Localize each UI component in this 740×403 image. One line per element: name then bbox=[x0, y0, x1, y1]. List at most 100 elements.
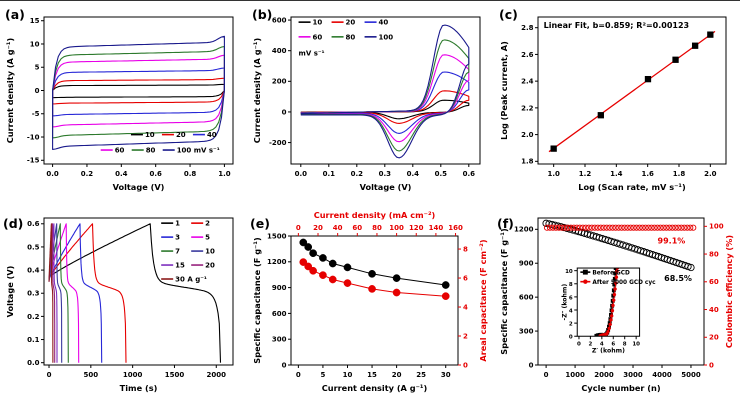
svg-text:Before GCD: Before GCD bbox=[592, 271, 630, 277]
svg-text:120: 120 bbox=[409, 224, 424, 232]
svg-text:-15: -15 bbox=[27, 157, 40, 165]
svg-text:6: 6 bbox=[611, 342, 615, 348]
svg-text:1200: 1200 bbox=[267, 258, 287, 266]
series-30 bbox=[48, 223, 54, 363]
legend: 10 20 40 60 80 100 mV s⁻¹ bbox=[299, 19, 394, 58]
series-linear-fit bbox=[548, 30, 716, 153]
panel-c-chart: 1.0 1.2 1.4 1.6 1.8 2.0 Log (Scan rate, mV s⁻¹… bbox=[499, 16, 727, 192]
svg-text:0.2: 0.2 bbox=[27, 313, 40, 321]
series-2 bbox=[48, 223, 127, 363]
svg-text:300: 300 bbox=[272, 336, 287, 344]
svg-text:0.4: 0.4 bbox=[115, 170, 128, 178]
svg-text:20: 20 bbox=[313, 224, 323, 232]
svg-text:400: 400 bbox=[272, 47, 287, 55]
svg-text:7: 7 bbox=[175, 248, 180, 256]
svg-text:0.6: 0.6 bbox=[27, 220, 40, 228]
svg-text:Specific capacitance (F g⁻¹): Specific capacitance (F g⁻¹) bbox=[252, 237, 262, 364]
svg-text:Current density (A g⁻¹): Current density (A g⁻¹) bbox=[252, 37, 262, 143]
svg-text:1000: 1000 bbox=[123, 371, 143, 379]
svg-text:Current density (A g⁻¹): Current density (A g⁻¹) bbox=[5, 37, 15, 143]
svg-text:2: 2 bbox=[463, 332, 468, 340]
svg-text:0.8: 0.8 bbox=[184, 170, 197, 178]
series-peak-current-data bbox=[550, 31, 714, 152]
svg-text:0: 0 bbox=[709, 361, 714, 369]
svg-text:0.2: 0.2 bbox=[351, 170, 364, 178]
svg-text:8: 8 bbox=[623, 342, 627, 348]
svg-text:15: 15 bbox=[175, 262, 185, 270]
svg-text:5: 5 bbox=[35, 64, 40, 72]
svg-text:8: 8 bbox=[463, 245, 468, 253]
svg-text:100: 100 bbox=[389, 224, 404, 232]
svg-text:0: 0 bbox=[47, 371, 52, 379]
svg-text:3: 3 bbox=[175, 234, 180, 242]
svg-text:4000: 4000 bbox=[652, 371, 672, 379]
svg-text:68.5%: 68.5% bbox=[664, 274, 692, 283]
svg-text:4: 4 bbox=[463, 303, 468, 311]
series-100 bbox=[52, 35, 225, 150]
svg-text:100: 100 bbox=[379, 33, 394, 41]
axes: 0.0 0.1 0.2 0.3 0.4 0.5 0.6 Voltage (V) -200 0 200… bbox=[252, 16, 475, 192]
svg-text:1000: 1000 bbox=[565, 371, 585, 379]
svg-text:15: 15 bbox=[367, 371, 377, 379]
svg-text:60: 60 bbox=[313, 33, 323, 41]
svg-text:80: 80 bbox=[372, 224, 382, 232]
axes: 0 2 4 6 8 10 Z′ (kohm) 0 2 4 6 8 10 -Z″ (kohm) bbox=[562, 269, 640, 355]
svg-text:5000: 5000 bbox=[681, 371, 701, 379]
svg-text:600: 600 bbox=[519, 294, 534, 302]
series-area bbox=[48, 223, 222, 363]
svg-text:10: 10 bbox=[205, 248, 215, 256]
svg-text:Coulombic efficiency (%): Coulombic efficiency (%) bbox=[724, 235, 734, 349]
svg-text:0: 0 bbox=[544, 371, 549, 379]
svg-text:0.0: 0.0 bbox=[295, 170, 308, 178]
svg-text:10: 10 bbox=[632, 342, 640, 348]
svg-text:6: 6 bbox=[569, 295, 573, 301]
panel-label-e: (e) bbox=[250, 216, 270, 231]
svg-text:0.5: 0.5 bbox=[27, 243, 40, 251]
svg-text:Voltage (V): Voltage (V) bbox=[5, 265, 15, 317]
panel-a-chart: 0.0 0.2 0.4 0.6 0.8 1.0 Voltage (V) -15 -10 -5 0 5 1… bbox=[5, 16, 234, 192]
svg-text:Z′ (kohm): Z′ (kohm) bbox=[592, 348, 625, 355]
svg-text:1.8: 1.8 bbox=[521, 158, 534, 166]
nyquist-inset: 0 2 4 6 8 10 Z′ (kohm) 0 2 4 6 8 10 -Z″ (kohm) Before … bbox=[561, 265, 656, 355]
series-after-5000-gcd bbox=[598, 268, 620, 337]
svg-text:Time (s): Time (s) bbox=[120, 383, 158, 393]
svg-text:0.3: 0.3 bbox=[379, 170, 392, 178]
svg-text:2.8: 2.8 bbox=[521, 24, 534, 32]
svg-text:10: 10 bbox=[565, 269, 573, 275]
axes: 0.0 0.2 0.4 0.6 0.8 1.0 Voltage (V) -15 -10 -5 0 5 1… bbox=[5, 17, 231, 192]
svg-text:0: 0 bbox=[296, 371, 301, 379]
series-100 bbox=[300, 24, 470, 159]
svg-text:2: 2 bbox=[569, 322, 573, 328]
svg-text:10: 10 bbox=[30, 40, 40, 48]
svg-text:Specific capacitance (F g⁻¹): Specific capacitance (F g⁻¹) bbox=[499, 228, 509, 355]
svg-text:4: 4 bbox=[600, 342, 604, 348]
axes: 1.0 1.2 1.4 1.6 1.8 2.0 Log (Scan rate, mV s⁻¹… bbox=[499, 24, 717, 192]
svg-text:100 mV s⁻¹: 100 mV s⁻¹ bbox=[177, 147, 220, 155]
svg-text:4: 4 bbox=[569, 308, 573, 314]
svg-text:0.2: 0.2 bbox=[81, 170, 94, 178]
svg-text:0: 0 bbox=[577, 342, 581, 348]
svg-text:600: 600 bbox=[272, 16, 287, 24]
svg-text:80: 80 bbox=[709, 250, 719, 258]
svg-text:Voltage (V): Voltage (V) bbox=[360, 182, 412, 192]
svg-text:0.3: 0.3 bbox=[27, 290, 40, 298]
svg-text:0.1: 0.1 bbox=[323, 170, 336, 178]
svg-text:1.2: 1.2 bbox=[579, 170, 592, 178]
svg-text:20: 20 bbox=[176, 131, 186, 139]
svg-text:1500: 1500 bbox=[165, 371, 185, 379]
svg-text:mV s⁻¹: mV s⁻¹ bbox=[299, 50, 325, 58]
svg-text:-5: -5 bbox=[32, 110, 40, 118]
svg-text:140: 140 bbox=[429, 224, 444, 232]
svg-text:5: 5 bbox=[320, 371, 325, 379]
svg-text:20: 20 bbox=[709, 334, 719, 342]
svg-text:300: 300 bbox=[519, 327, 534, 335]
svg-text:30 A g⁻¹: 30 A g⁻¹ bbox=[175, 276, 207, 284]
svg-text:30: 30 bbox=[441, 371, 451, 379]
svg-text:2.2: 2.2 bbox=[521, 104, 534, 112]
svg-text:1200: 1200 bbox=[514, 226, 534, 234]
svg-text:0: 0 bbox=[296, 224, 301, 232]
svg-text:600: 600 bbox=[272, 310, 287, 318]
svg-text:8: 8 bbox=[569, 282, 573, 288]
